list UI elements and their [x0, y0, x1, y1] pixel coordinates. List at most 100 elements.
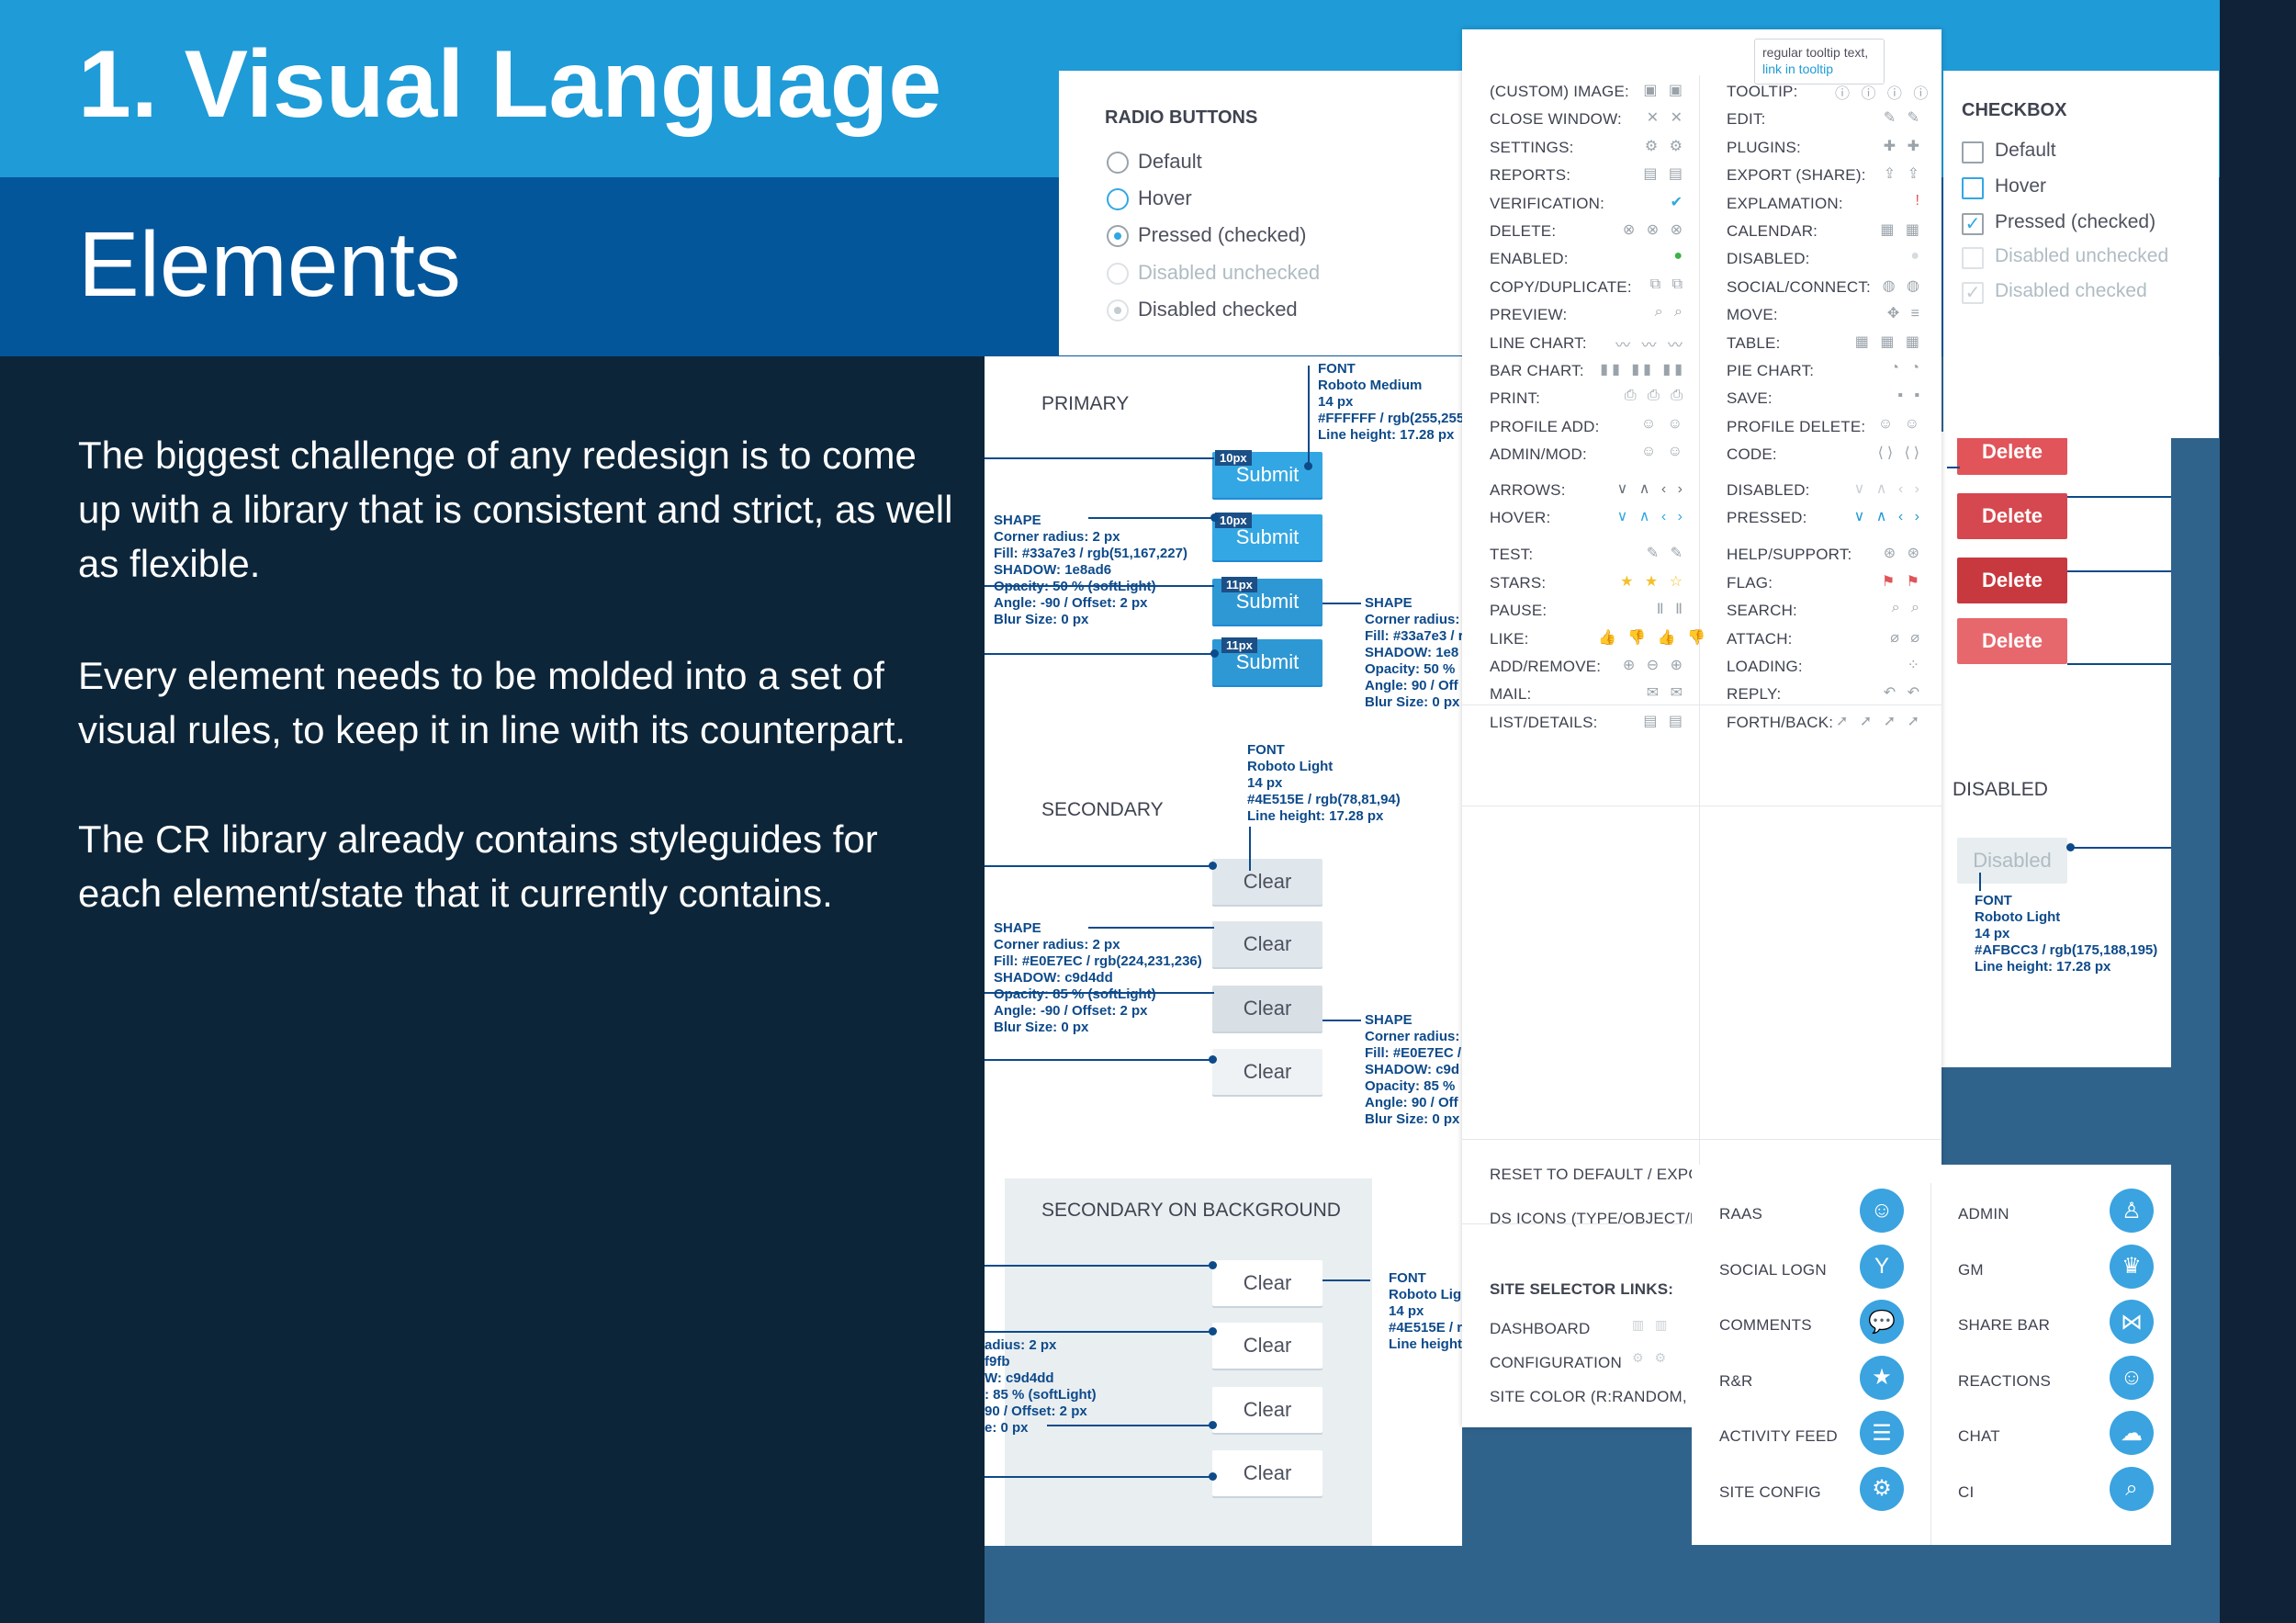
gm-icon[interactable]: ♛ [2110, 1244, 2154, 1289]
dashboard-icon: ▥ ▥ [1632, 1317, 1671, 1332]
arrows-disabled-icon[interactable]: ∨ ∧ ‹ › [1853, 481, 1923, 497]
pie-chart-icon[interactable]: ◔ ◔ [1890, 360, 1923, 376]
tooltip-icon[interactable]: ⓘ ⓘ ⓘ ⓘ [1835, 86, 1932, 102]
clear-button[interactable]: Clear [1212, 986, 1322, 1031]
settings-icon[interactable]: ⚙ ⚙ [1644, 139, 1686, 154]
social-login-icon[interactable]: Y [1860, 1244, 1904, 1289]
row-divider [1462, 704, 1941, 705]
tooltip-bubble: regular tooltip text, link in tooltip [1754, 39, 1885, 85]
tooltip-link[interactable]: link in tooltip [1762, 62, 1834, 76]
reply-icon[interactable]: ↶ ↶ [1883, 685, 1923, 701]
rating-icon[interactable]: ★ [1860, 1355, 1904, 1400]
line-chart-icon[interactable]: 〰 〰 〰 [1615, 338, 1686, 354]
delete-button[interactable]: Delete [1957, 493, 2067, 539]
delete-button[interactable]: Delete [1957, 558, 2067, 603]
admin-icon[interactable]: ♙ [2110, 1189, 2154, 1233]
submit-button[interactable]: Submit [1212, 514, 1322, 560]
module-label: CHAT [1958, 1427, 2000, 1445]
site-config-icon[interactable]: ⚙ [1860, 1466, 1904, 1511]
clear-button[interactable]: Clear [1212, 1260, 1322, 1306]
disabled-icon[interactable]: ● [1910, 248, 1923, 264]
edit-icon[interactable]: ✎ ✎ [1883, 110, 1923, 126]
profile-add-icon[interactable]: ☺ ☺ [1640, 416, 1686, 432]
mail-icon[interactable]: ✉ ✉ [1646, 685, 1686, 701]
export-icon[interactable]: ⇪ ⇪ [1883, 166, 1923, 182]
reactions-icon[interactable]: ☺ [2110, 1355, 2154, 1400]
plugins-icon[interactable]: ✚ ✚ [1883, 139, 1923, 154]
save-icon[interactable]: ▪ ▪ [1897, 388, 1923, 403]
pause-icon[interactable]: Ⅱ Ⅱ [1656, 602, 1686, 617]
calendar-icon[interactable]: ▦ ▦ [1880, 222, 1923, 238]
chat-icon[interactable]: ☁ [2110, 1411, 2154, 1455]
radio-pressed[interactable] [1107, 225, 1129, 247]
help-icon[interactable]: ⊛ ⊛ [1883, 546, 1923, 561]
arrows-icon[interactable]: ∨ ∧ ‹ › [1616, 481, 1686, 497]
slide-subtitle: Elements [78, 213, 461, 316]
callout-line [2067, 847, 2171, 849]
icon-row-label: SAVE: [1727, 389, 1773, 407]
stars-icon[interactable]: ★ ★ ☆ [1620, 574, 1686, 590]
shape-spec-secbg: adius: 2 px f9fb W: c9d4dd : 85 % (softL… [985, 1337, 1097, 1436]
like-icon[interactable]: 👍 👎 👍 👎 [1598, 630, 1710, 646]
delete-icon[interactable]: ⊗ ⊗ ⊗ [1622, 222, 1686, 238]
ci-icon[interactable]: ⌕ [2110, 1466, 2154, 1511]
test-icon[interactable]: ✎ ✎ [1646, 546, 1686, 561]
radio-card: RADIO BUTTONS Default Hover Pressed (che… [1059, 71, 1463, 355]
table-icon[interactable]: ▦ ▦ ▦ [1854, 334, 1923, 350]
clear-button[interactable]: Clear [1212, 1049, 1322, 1095]
icon-row-label: PLUGINS: [1727, 139, 1801, 156]
loading-icon[interactable]: ⁘ [1907, 658, 1923, 673]
admin-icon[interactable]: ☺ ☺ [1640, 444, 1686, 459]
attach-icon[interactable]: ⌀ ⌀ [1890, 630, 1923, 646]
radio-label: Disabled unchecked [1138, 261, 1321, 284]
activity-feed-icon[interactable]: ☰ [1860, 1411, 1904, 1455]
image-icon[interactable]: ▣ ▣ [1643, 83, 1686, 98]
copy-icon[interactable]: ⧉ ⧉ [1649, 276, 1686, 292]
checkbox-default[interactable] [1962, 141, 1984, 163]
profile-delete-icon[interactable]: ☺ ☺ [1877, 416, 1923, 432]
clear-button[interactable]: Clear [1212, 1450, 1322, 1496]
enabled-icon[interactable]: ● [1673, 248, 1686, 264]
radio-hover[interactable] [1107, 188, 1129, 210]
code-icon[interactable]: ⟨⟩ ⟨⟩ [1877, 445, 1923, 461]
callout-line [1947, 467, 1960, 468]
arrows-hover-icon[interactable]: ∨ ∧ ‹ › [1616, 509, 1686, 524]
reports-icon[interactable]: ▤ ▤ [1643, 166, 1686, 182]
close-icon[interactable]: ✕ ✕ [1646, 110, 1686, 126]
search-icon[interactable]: ⌕ ⌕ [1891, 600, 1923, 615]
social-icon[interactable]: ◍ ◍ [1882, 278, 1923, 294]
disabled-title: DISABLED [1953, 779, 2048, 800]
site-selector-item: SITE COLOR (R:RANDOM, G:R [1490, 1388, 1720, 1405]
checkbox-hover[interactable] [1962, 177, 1984, 199]
clear-button[interactable]: Clear [1212, 1323, 1322, 1369]
preview-icon[interactable]: ⌕ ⌕ [1654, 304, 1686, 320]
checkbox-pressed[interactable]: ✓ [1962, 213, 1984, 235]
exclamation-icon[interactable]: ! [1915, 193, 1923, 209]
icon-row-label: FORTH/BACK: [1727, 714, 1834, 731]
delete-button[interactable]: Delete [1957, 618, 2067, 664]
move-icon[interactable]: ✥ ≡ [1886, 306, 1923, 321]
clear-button[interactable]: Clear [1212, 859, 1322, 905]
radio-default[interactable] [1107, 152, 1129, 174]
forth-back-icon[interactable]: ➚ ➚ ➚ ➚ [1836, 714, 1923, 729]
flag-icon[interactable]: ⚑ ⚑ [1881, 574, 1923, 590]
add-remove-icon[interactable]: ⊕ ⊖ ⊕ [1622, 658, 1686, 673]
print-icon[interactable]: ⎙ ⎙ ⎙ [1624, 388, 1686, 403]
bar-chart-icon[interactable]: ▮▮ ▮▮ ▮▮ [1600, 362, 1686, 378]
clear-button[interactable]: Clear [1212, 1387, 1322, 1433]
clear-button[interactable]: Clear [1212, 921, 1322, 967]
verification-icon[interactable]: ✔ [1670, 195, 1686, 210]
callout-dot [1209, 1421, 1217, 1429]
arrows-pressed-icon[interactable]: ∨ ∧ ‹ › [1853, 509, 1923, 524]
share-bar-icon[interactable]: ⋈ [2110, 1300, 2154, 1344]
shape-spec-primary: SHAPE Corner radius: 2 px Fill: #33a7e3 … [994, 513, 1187, 627]
icon-row-label: REPORTS: [1490, 166, 1571, 184]
disabled-button: Disabled [1957, 838, 2067, 884]
callout-dot [2066, 843, 2075, 851]
callout-dot [1304, 462, 1312, 470]
list-icon[interactable]: ▤ ▤ [1643, 714, 1686, 729]
raas-icon[interactable]: ☺ [1860, 1189, 1904, 1233]
module-label: SOCIAL LOGN [1719, 1260, 1827, 1279]
shape-spec-secondary-2: SHAPE Corner radius: Fill: #E0E7EC / SHA… [1365, 1012, 1462, 1127]
comments-icon[interactable]: 💬 [1860, 1300, 1904, 1344]
